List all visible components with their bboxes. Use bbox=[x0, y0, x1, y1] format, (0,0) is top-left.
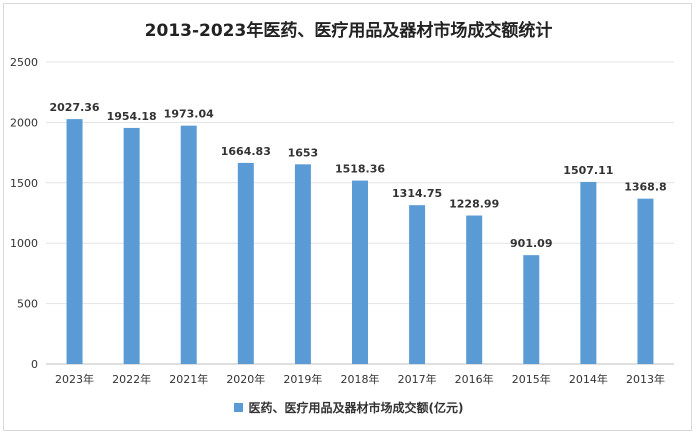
bar bbox=[466, 215, 483, 364]
data-label: 1368.8 bbox=[624, 181, 666, 194]
y-tick-label: 1500 bbox=[10, 177, 38, 190]
y-tick-label: 1000 bbox=[10, 237, 38, 250]
x-tick-label: 2017年 bbox=[398, 372, 437, 386]
chart-title: 2013-2023年医药、医疗用品及器材市场成交额统计 bbox=[144, 21, 553, 41]
bar bbox=[637, 198, 654, 364]
y-tick-label: 0 bbox=[31, 358, 38, 371]
x-tick-label: 2023年 bbox=[55, 372, 94, 386]
data-label: 2027.36 bbox=[49, 101, 99, 114]
bar bbox=[352, 180, 368, 364]
data-label: 1653 bbox=[288, 146, 319, 159]
bar bbox=[180, 125, 197, 364]
x-tick-label: 2021年 bbox=[169, 372, 208, 386]
chart-frame bbox=[3, 3, 692, 431]
legend-label: 医药、医疗用品及器材市场成交额(亿元) bbox=[248, 401, 464, 415]
x-tick-label: 2014年 bbox=[569, 372, 608, 386]
bar bbox=[523, 255, 540, 364]
legend: 医药、医疗用品及器材市场成交额(亿元) bbox=[0, 399, 697, 416]
bar bbox=[66, 119, 83, 364]
y-tick-label: 2500 bbox=[10, 56, 38, 69]
data-label: 1518.36 bbox=[335, 163, 385, 176]
x-tick-label: 2022年 bbox=[112, 372, 151, 386]
data-label: 1954.18 bbox=[107, 110, 157, 123]
data-label: 1228.99 bbox=[449, 198, 499, 211]
y-tick-label: 500 bbox=[17, 298, 38, 311]
data-label: 1507.11 bbox=[563, 164, 613, 177]
x-tick-label: 2020年 bbox=[226, 372, 265, 386]
bar bbox=[123, 127, 140, 364]
bar bbox=[294, 164, 311, 364]
legend-swatch bbox=[233, 403, 243, 412]
bar bbox=[237, 162, 254, 364]
data-label: 1973.04 bbox=[164, 108, 214, 121]
data-label: 901.09 bbox=[510, 237, 552, 250]
x-tick-label: 2019年 bbox=[283, 372, 322, 386]
x-tick-label: 2018年 bbox=[341, 372, 380, 386]
bar bbox=[409, 205, 426, 364]
x-tick-label: 2016年 bbox=[455, 372, 494, 386]
data-label: 1314.75 bbox=[392, 187, 442, 200]
data-label: 1664.83 bbox=[221, 145, 271, 158]
x-tick-label: 2015年 bbox=[512, 372, 551, 386]
x-tick-label: 2013年 bbox=[626, 372, 665, 386]
bar bbox=[580, 181, 597, 364]
y-tick-label: 2000 bbox=[10, 116, 38, 129]
